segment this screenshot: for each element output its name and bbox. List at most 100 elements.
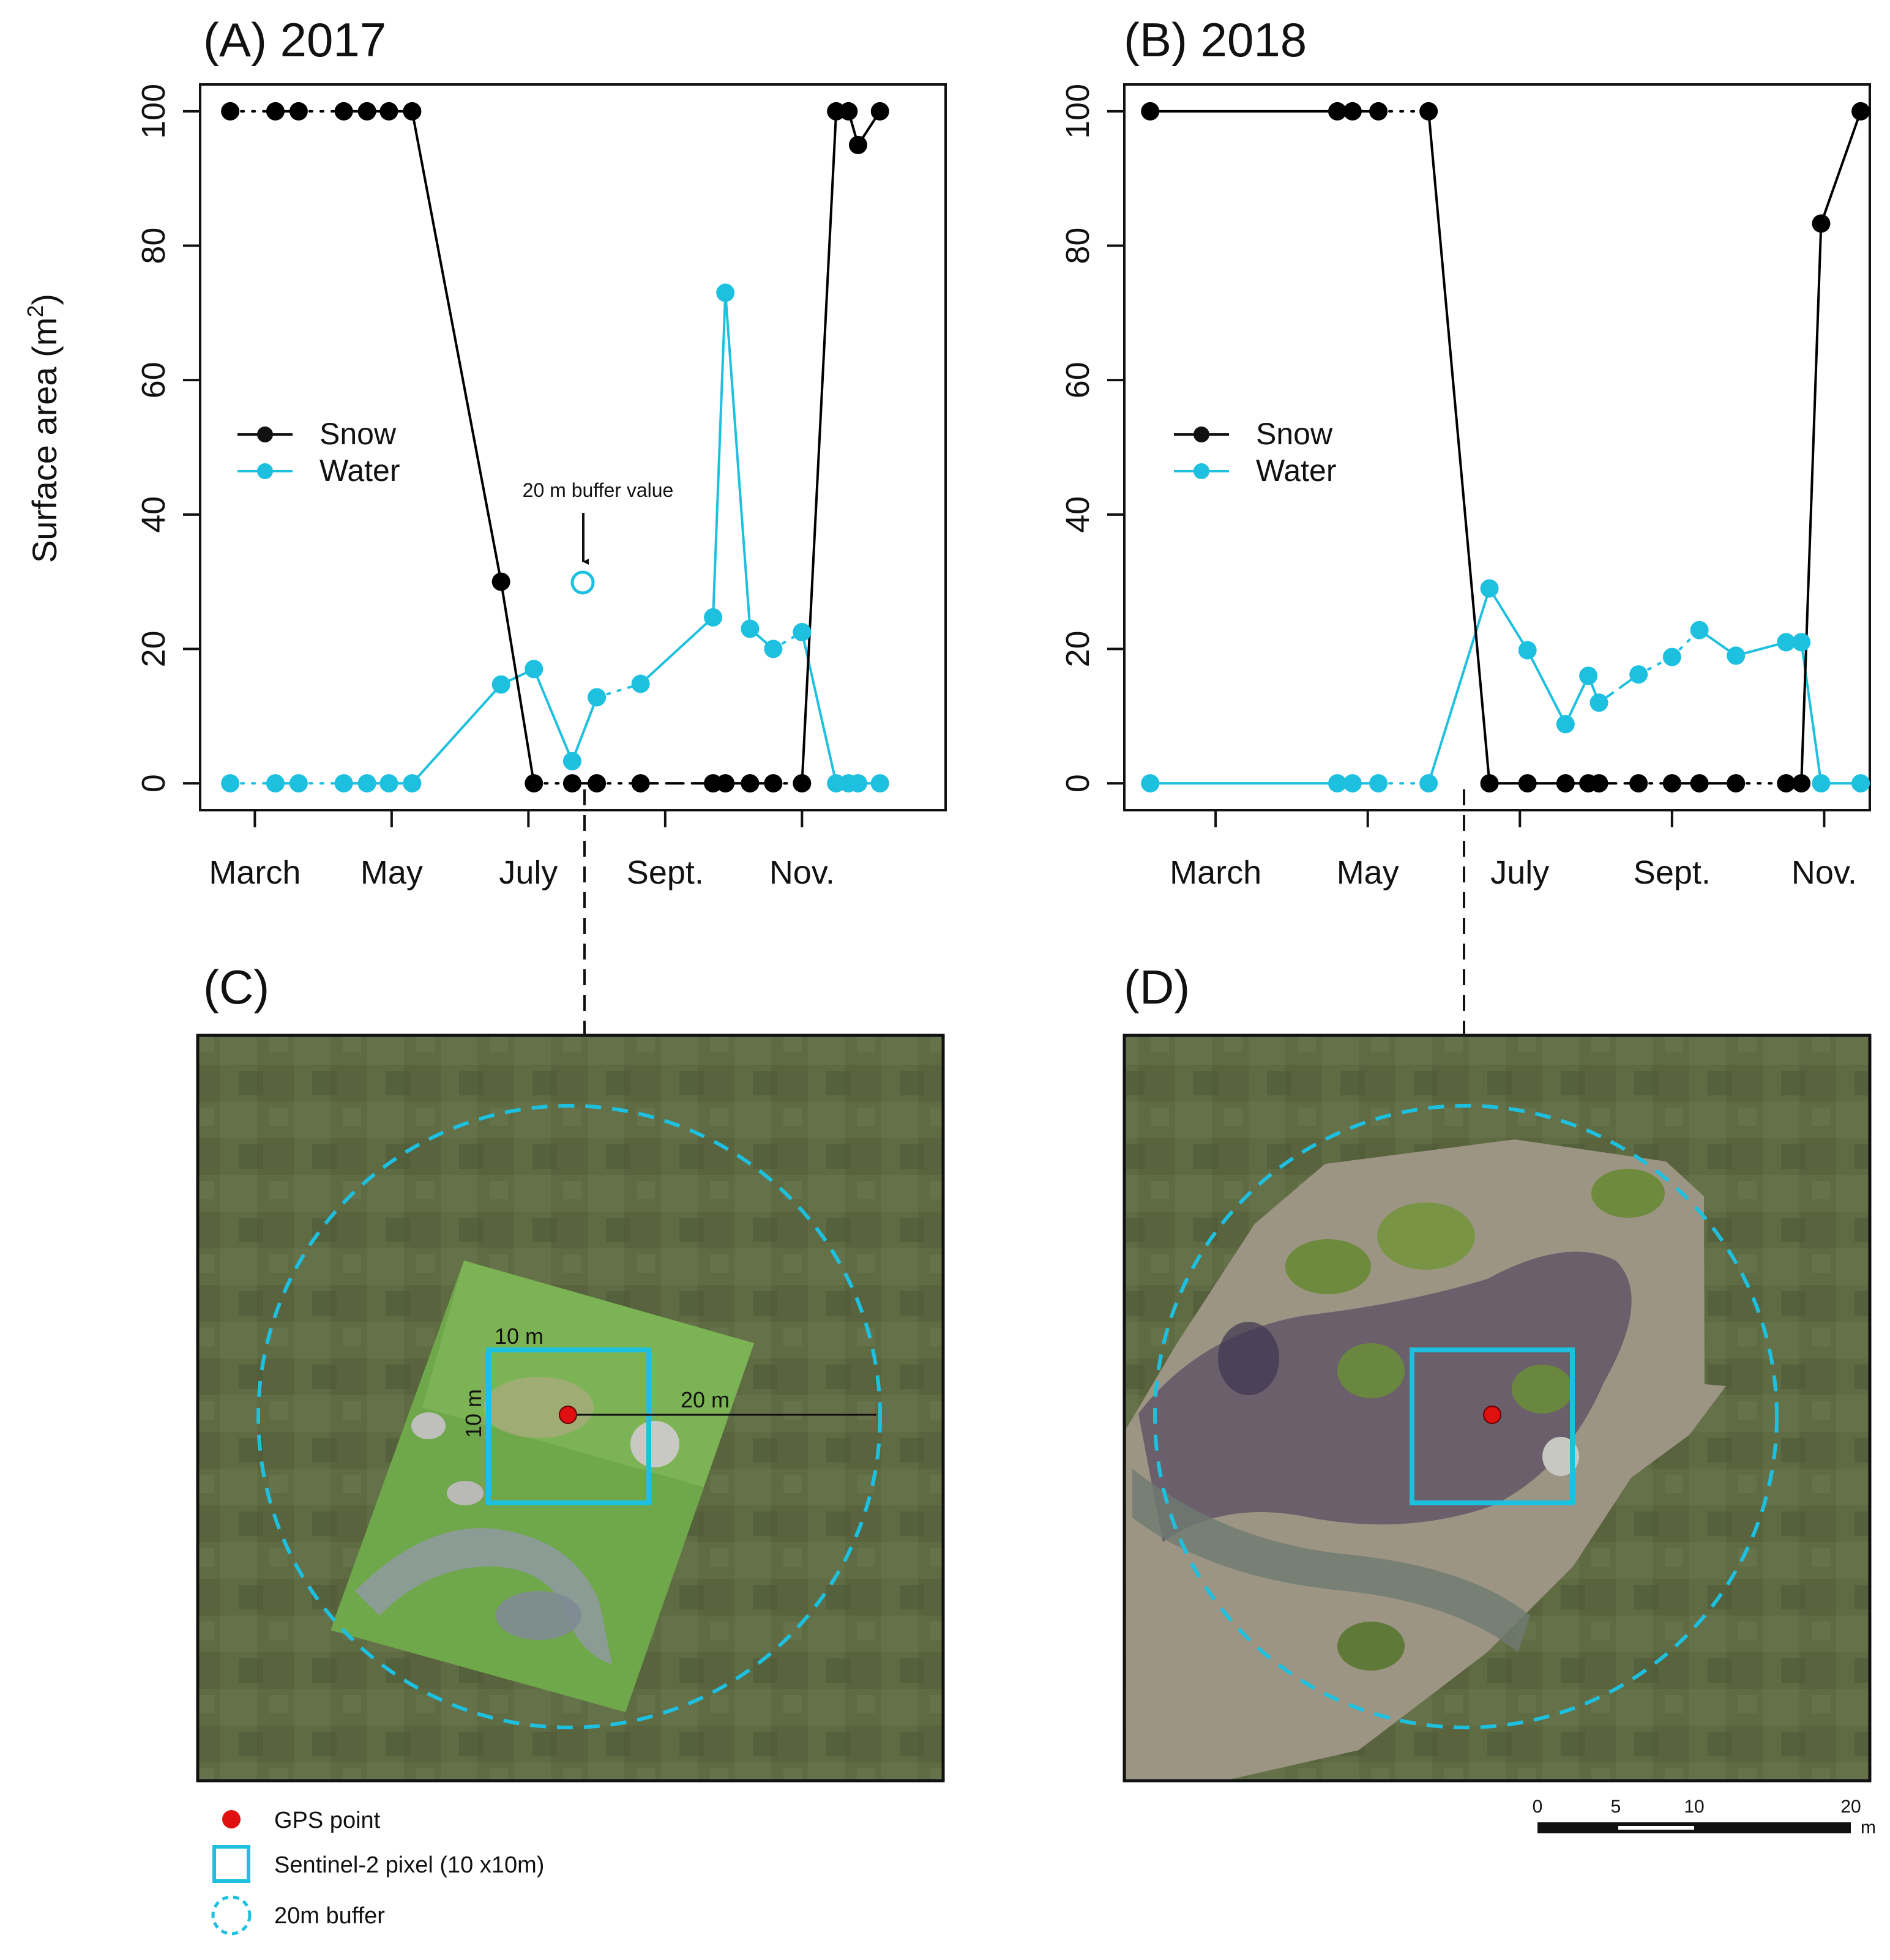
water-point	[1141, 774, 1160, 793]
water-point	[357, 774, 376, 793]
water-point	[1328, 774, 1347, 793]
snow-point	[1629, 774, 1648, 793]
map-c-buffer-circle	[256, 1104, 882, 1729]
snow-point	[588, 774, 607, 793]
snow-point	[562, 774, 581, 793]
snow-point	[848, 135, 867, 154]
chart-b-points	[1141, 102, 1870, 793]
snow-line-segment	[1427, 110, 1491, 785]
water-point	[1589, 693, 1608, 712]
snow-line-segment	[1800, 222, 1823, 785]
snow-point	[741, 774, 760, 793]
snow-point	[870, 102, 889, 121]
map-d-gps-point	[1483, 1406, 1501, 1424]
snow-point	[266, 102, 285, 121]
water-line-segment	[1526, 649, 1567, 726]
chart-b-axes: March May July Sept. Nov. 0 20 40 60 80 100	[1059, 84, 1857, 891]
water-point	[1690, 620, 1709, 639]
map-d-sentinel-pixel	[1410, 1347, 1575, 1505]
snow-line-segment	[411, 110, 502, 583]
water-point	[1629, 665, 1648, 684]
scale-tick-label: 0	[1533, 1797, 1543, 1817]
y-tick-label: 0	[1059, 774, 1096, 792]
key-gps-label: GPS point	[274, 1808, 381, 1833]
y-tick-label: 0	[135, 774, 172, 792]
y-tick-label: 20	[135, 630, 172, 667]
key-buffer-label: 20m buffer	[274, 1903, 385, 1929]
map-c-label-20m: 20 m	[681, 1387, 730, 1412]
x-tick-label: Sept.	[1634, 854, 1711, 891]
water-point	[1777, 633, 1796, 652]
x-tick-label: March	[209, 854, 301, 891]
water-point	[848, 774, 867, 793]
snow-point	[1343, 102, 1362, 121]
water-line-segment	[639, 616, 715, 685]
chart-a-plot-frame	[199, 83, 947, 811]
x-tick-label: July	[499, 854, 558, 891]
water-point	[716, 283, 735, 302]
chart-b-legend: Snow Water	[1174, 417, 1337, 488]
snow-point	[1589, 774, 1608, 793]
key-gps-symbol	[222, 1810, 241, 1828]
water-point	[704, 608, 723, 627]
x-tick-label: Sept.	[627, 854, 704, 891]
y-tick-label: 100	[135, 84, 172, 139]
snow-point	[1690, 774, 1709, 793]
water-point	[631, 674, 650, 693]
snow-point	[1727, 774, 1746, 793]
chart-panel-a: (A) 2017 Surface area (m2) March May July S…	[23, 13, 947, 891]
x-tick-label: Nov.	[1791, 854, 1857, 891]
water-point	[334, 774, 353, 793]
svg-text:Surface area (m2): Surface area (m2)	[23, 294, 64, 563]
snow-point	[334, 102, 353, 121]
water-point	[1812, 774, 1831, 793]
chart-a-axes: March May July Sept. Nov. 0 20 40 60 80 100	[135, 84, 835, 891]
legend-snow-label: Snow	[319, 417, 397, 451]
water-point	[1556, 715, 1575, 734]
snow-point	[839, 102, 858, 121]
water-line-segment	[532, 668, 573, 762]
snow-point	[793, 774, 812, 793]
legend-water-label: Water	[319, 453, 400, 488]
key-pixel-label: Sentinel-2 pixel (10 x10m)	[274, 1852, 544, 1878]
y-tick-label: 60	[1059, 362, 1096, 398]
snow-point	[764, 774, 783, 793]
y-tick-label: 80	[1059, 228, 1096, 264]
buffer-value-marker	[570, 570, 595, 595]
x-tick-label: May	[1337, 854, 1399, 891]
water-point	[1369, 774, 1388, 793]
chart-a-points	[221, 102, 889, 793]
water-point	[870, 774, 889, 793]
water-point	[1792, 633, 1811, 652]
map-key: GPS point Sentinel-2 pixel (10 x10m) 20m…	[211, 1808, 544, 1936]
snow-point	[1419, 102, 1438, 121]
key-buffer-symbol	[211, 1895, 252, 1936]
snow-point	[631, 774, 650, 793]
water-point	[1419, 774, 1438, 793]
water-line-segment	[801, 630, 838, 785]
snow-point	[1518, 774, 1537, 793]
water-point	[741, 619, 760, 638]
chart-b-plot-frame	[1123, 83, 1871, 811]
key-pixel-symbol	[212, 1845, 250, 1883]
scale-unit-label: m	[1861, 1817, 1876, 1838]
water-line-segment	[724, 291, 752, 630]
map-c-label-10m-side: 10 m	[461, 1389, 486, 1438]
chart-a-ylabel: Surface area (m2)	[23, 294, 64, 563]
snow-point	[403, 102, 422, 121]
snow-point	[1369, 102, 1388, 121]
y-tick-label: 100	[1059, 84, 1096, 139]
water-point	[221, 774, 240, 793]
legend-water-marker	[257, 463, 273, 479]
water-point	[1480, 579, 1499, 598]
snow-point	[1328, 102, 1347, 121]
water-point	[1579, 666, 1598, 685]
map-c-frame	[196, 1034, 945, 1783]
scale-bar-segment	[1618, 1826, 1694, 1830]
water-point	[1727, 646, 1746, 665]
water-point	[403, 774, 422, 793]
snow-point	[1777, 774, 1796, 793]
chart-a-title: (A) 2017	[203, 13, 386, 67]
snow-line-segment	[499, 580, 536, 785]
